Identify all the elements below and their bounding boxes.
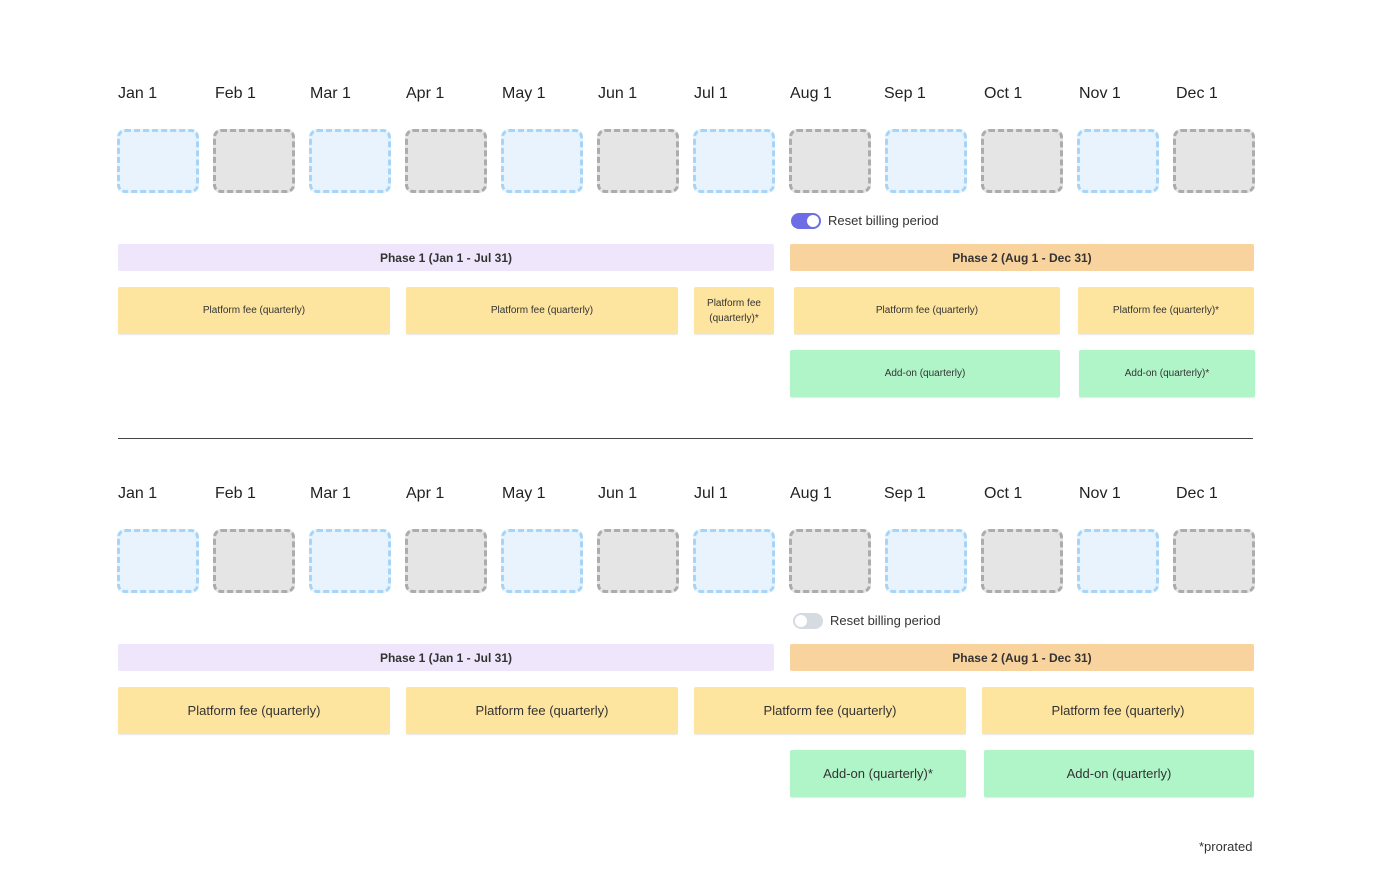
platform-fee-block: Platform fee (quarterly): [406, 287, 678, 334]
month-slot: [213, 529, 295, 593]
toggle-knob: [807, 215, 819, 227]
platform-fee-block: Platform fee (quarterly): [118, 687, 390, 734]
platform-fee-block: Platform fee (quarterly)*: [1078, 287, 1254, 334]
month-label: Jul 1: [694, 85, 728, 102]
addon-label: Add-on (quarterly)*: [823, 766, 933, 781]
month-label: Mar 1: [310, 485, 351, 502]
month-slot: [693, 129, 775, 193]
addon-label: Add-on (quarterly)*: [1124, 368, 1210, 379]
platform-fee-label: Platform fee (quarterly): [763, 703, 897, 718]
month-slot: [1173, 529, 1255, 593]
month-slot: [1173, 129, 1255, 193]
addon-label: Add-on (quarterly): [1066, 766, 1172, 781]
month-slot: [309, 129, 391, 193]
phase-2-bar: Phase 2 (Aug 1 - Dec 31): [790, 644, 1254, 671]
month-label: Jun 1: [598, 85, 638, 102]
month-slot: [501, 129, 583, 193]
addon-block: Add-on (quarterly)*: [790, 750, 966, 797]
phase-2-label: Phase 2 (Aug 1 - Dec 31): [952, 650, 1092, 665]
platform-fee-label: Platform fee (quarterly)*: [707, 297, 761, 324]
month-label: Oct 1: [984, 485, 1023, 502]
platform-fee-block: Platform fee (quarterly): [406, 687, 678, 734]
month-label: May 1: [502, 85, 546, 102]
month-label: Nov 1: [1079, 485, 1121, 502]
platform-fee-label: Platform fee (quarterly): [475, 703, 609, 718]
phase-1-bar: Phase 1 (Jan 1 - Jul 31): [118, 244, 774, 271]
month-label: Sep 1: [884, 85, 926, 102]
month-slot: [1077, 529, 1159, 593]
month-slot: [117, 129, 199, 193]
addon-block: Add-on (quarterly): [790, 350, 1060, 397]
phase-1-label: Phase 1 (Jan 1 - Jul 31): [379, 250, 513, 265]
platform-fee-block: Platform fee (quarterly)*: [694, 287, 774, 334]
month-label: Nov 1: [1079, 85, 1121, 102]
month-slot: [981, 129, 1063, 193]
platform-fee-label: Platform fee (quarterly): [202, 305, 306, 316]
platform-fee-label: Platform fee (quarterly): [490, 305, 594, 316]
month-slot: [789, 529, 871, 593]
month-slot: [501, 529, 583, 593]
platform-fee-label: Platform fee (quarterly): [1051, 703, 1185, 718]
month-slot: [405, 529, 487, 593]
phase-1-label: Phase 1 (Jan 1 - Jul 31): [379, 650, 513, 665]
month-label: May 1: [502, 485, 546, 502]
month-label: Sep 1: [884, 485, 926, 502]
month-label: Aug 1: [790, 85, 832, 102]
month-slot: [213, 129, 295, 193]
month-slot: [597, 529, 679, 593]
month-label: Oct 1: [984, 85, 1023, 102]
month-label: Apr 1: [406, 485, 445, 502]
month-slot: [981, 529, 1063, 593]
addon-block: Add-on (quarterly)*: [1079, 350, 1255, 397]
month-slot: [405, 129, 487, 193]
reset-billing-label: Reset billing period: [828, 213, 939, 228]
phase-1-bar: Phase 1 (Jan 1 - Jul 31): [118, 644, 774, 671]
month-label: Jun 1: [598, 485, 638, 502]
month-slot: [693, 529, 775, 593]
prorated-footnote: *prorated: [1199, 839, 1253, 854]
platform-fee-label: Platform fee (quarterly): [875, 305, 979, 316]
platform-fee-block: Platform fee (quarterly): [694, 687, 966, 734]
reset-billing-label: Reset billing period: [830, 613, 941, 628]
month-label: Feb 1: [215, 85, 256, 102]
platform-fee-block: Platform fee (quarterly): [118, 287, 390, 334]
platform-fee-block: Platform fee (quarterly): [794, 287, 1060, 334]
phase-2-label: Phase 2 (Aug 1 - Dec 31): [952, 250, 1092, 265]
month-slot: [885, 129, 967, 193]
platform-fee-label: Platform fee (quarterly)*: [1112, 305, 1220, 316]
month-label: Aug 1: [790, 485, 832, 502]
month-slot: [885, 529, 967, 593]
month-label: Dec 1: [1176, 85, 1218, 102]
month-slot: [309, 529, 391, 593]
month-slot: [1077, 129, 1159, 193]
month-slot: [789, 129, 871, 193]
reset-billing-toggle[interactable]: [793, 613, 823, 629]
section-divider: [118, 438, 1253, 439]
month-label: Dec 1: [1176, 485, 1218, 502]
month-label: Apr 1: [406, 85, 445, 102]
phase-2-bar: Phase 2 (Aug 1 - Dec 31): [790, 244, 1254, 271]
month-label: Jan 1: [118, 85, 158, 102]
month-label: Jul 1: [694, 485, 728, 502]
month-label: Jan 1: [118, 485, 158, 502]
toggle-knob: [795, 615, 807, 627]
platform-fee-block: Platform fee (quarterly): [982, 687, 1254, 734]
month-slot: [597, 129, 679, 193]
platform-fee-label: Platform fee (quarterly): [187, 703, 321, 718]
reset-billing-toggle[interactable]: [791, 213, 821, 229]
month-slot: [117, 529, 199, 593]
addon-label: Add-on (quarterly): [884, 368, 966, 379]
addon-block: Add-on (quarterly): [984, 750, 1254, 797]
month-label: Mar 1: [310, 85, 351, 102]
month-label: Feb 1: [215, 485, 256, 502]
